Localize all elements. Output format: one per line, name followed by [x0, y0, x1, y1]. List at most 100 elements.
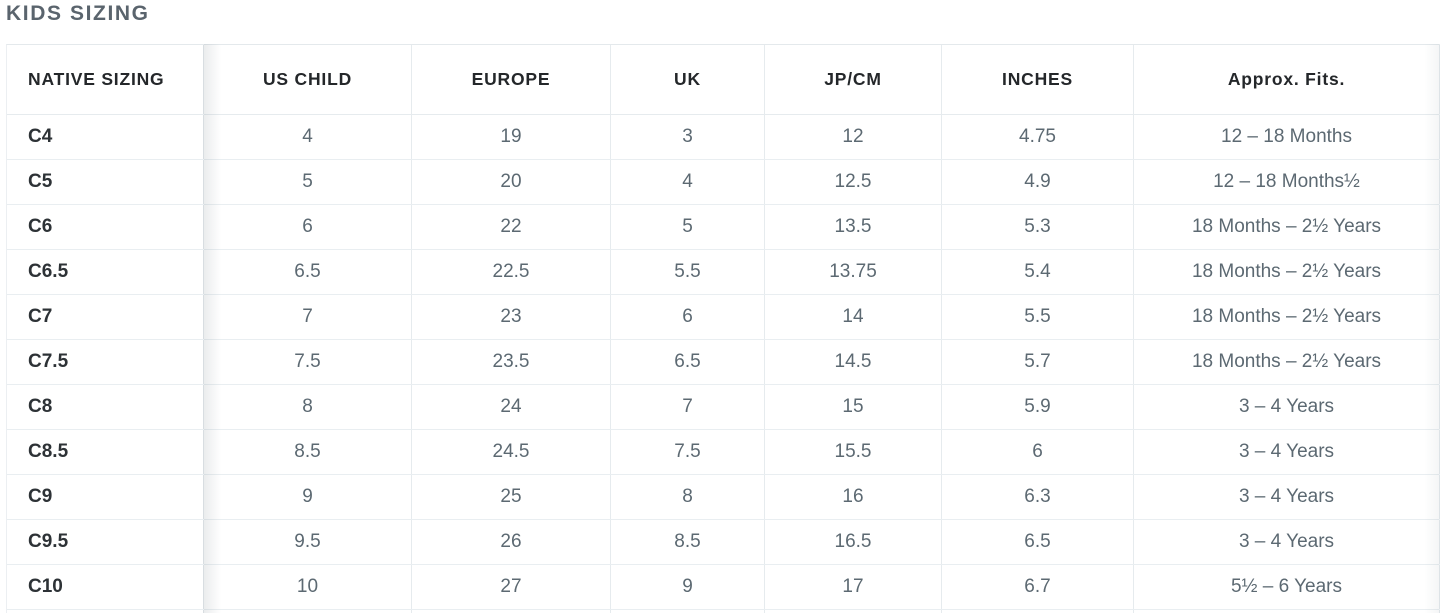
column-header-inches: INCHES — [942, 45, 1134, 114]
cell-inches: 5.3 — [942, 205, 1134, 249]
cell-empty — [7, 610, 204, 613]
row-native-size: C9.5 — [7, 520, 204, 564]
cell-europe: 23.5 — [412, 340, 611, 384]
table-row: C9.5 9.5 26 8.5 16.5 6.5 3 – 4 Years — [7, 520, 1440, 565]
cell-jp_cm: 12.5 — [765, 160, 942, 204]
cell-uk: 5 — [611, 205, 765, 249]
table-body: C4 4 19 3 12 4.75 12 – 18 Months C5 5 20 4 12.5 4.9 1… — [7, 115, 1440, 613]
row-native-size: C4 — [7, 115, 204, 159]
cell-us_child: 9 — [204, 475, 412, 519]
cell-us_child: 10 — [204, 565, 412, 609]
table-row: C6.5 6.5 22.5 5.5 13.75 5.4 18 Months – 2½ Yea… — [7, 250, 1440, 295]
cell-uk: 6.5 — [611, 340, 765, 384]
cell-us_child: 6 — [204, 205, 412, 249]
cell-empty — [1134, 610, 1440, 613]
cell-inches: 5.9 — [942, 385, 1134, 429]
cell-us_child: 8 — [204, 385, 412, 429]
cell-us_child: 6.5 — [204, 250, 412, 294]
cell-inches: 4.9 — [942, 160, 1134, 204]
cell-europe: 27 — [412, 565, 611, 609]
row-native-size: C8.5 — [7, 430, 204, 474]
cell-jp_cm: 12 — [765, 115, 942, 159]
cell-europe: 20 — [412, 160, 611, 204]
row-native-size: C9 — [7, 475, 204, 519]
cell-jp_cm: 15.5 — [765, 430, 942, 474]
row-native-size: C10 — [7, 565, 204, 609]
cell-uk: 6 — [611, 295, 765, 339]
cell-europe: 22.5 — [412, 250, 611, 294]
column-header-us_child: US CHILD — [204, 45, 412, 114]
cell-approx_fits: 18 Months – 2½ Years — [1134, 340, 1440, 384]
cell-empty — [942, 610, 1134, 613]
table-row: C10 10 27 9 17 6.7 5½ – 6 Years — [7, 565, 1440, 610]
row-native-size: C7.5 — [7, 340, 204, 384]
cell-europe: 24.5 — [412, 430, 611, 474]
kids-sizing-table: NATIVE SIZING US CHILD EUROPE UK JP/CM INCHES… — [6, 44, 1440, 613]
table-row-partial — [7, 610, 1440, 613]
cell-uk: 5.5 — [611, 250, 765, 294]
cell-empty — [412, 610, 611, 613]
column-header-uk: UK — [611, 45, 765, 114]
cell-approx_fits: 5½ – 6 Years — [1134, 565, 1440, 609]
cell-jp_cm: 14 — [765, 295, 942, 339]
cell-empty — [765, 610, 942, 613]
row-native-size: C6 — [7, 205, 204, 249]
cell-uk: 4 — [611, 160, 765, 204]
cell-jp_cm: 15 — [765, 385, 942, 429]
row-native-size: C6.5 — [7, 250, 204, 294]
cell-empty — [204, 610, 412, 613]
row-native-size: C7 — [7, 295, 204, 339]
cell-jp_cm: 13.5 — [765, 205, 942, 249]
cell-inches: 5.4 — [942, 250, 1134, 294]
table-row: C7.5 7.5 23.5 6.5 14.5 5.7 18 Months – 2½ Year… — [7, 340, 1440, 385]
cell-approx_fits: 3 – 4 Years — [1134, 475, 1440, 519]
column-header-native_sizing: NATIVE SIZING — [7, 45, 204, 114]
table-row: C8 8 24 7 15 5.9 3 – 4 Years — [7, 385, 1440, 430]
page-title: KIDS SIZING — [6, 2, 150, 25]
cell-inches: 6.3 — [942, 475, 1134, 519]
cell-inches: 6 — [942, 430, 1134, 474]
cell-approx_fits: 18 Months – 2½ Years — [1134, 205, 1440, 249]
cell-uk: 9 — [611, 565, 765, 609]
row-native-size: C5 — [7, 160, 204, 204]
cell-jp_cm: 16.5 — [765, 520, 942, 564]
table-row: C6 6 22 5 13.5 5.3 18 Months – 2½ Years — [7, 205, 1440, 250]
table-row: C4 4 19 3 12 4.75 12 – 18 Months — [7, 115, 1440, 160]
column-header-europe: EUROPE — [412, 45, 611, 114]
cell-us_child: 7.5 — [204, 340, 412, 384]
cell-inches: 6.5 — [942, 520, 1134, 564]
cell-europe: 25 — [412, 475, 611, 519]
cell-empty — [611, 610, 765, 613]
table-row: C8.5 8.5 24.5 7.5 15.5 6 3 – 4 Years — [7, 430, 1440, 475]
table-row: C5 5 20 4 12.5 4.9 12 – 18 Months½ — [7, 160, 1440, 205]
cell-approx_fits: 12 – 18 Months — [1134, 115, 1440, 159]
cell-approx_fits: 12 – 18 Months½ — [1134, 160, 1440, 204]
row-native-size: C8 — [7, 385, 204, 429]
cell-europe: 22 — [412, 205, 611, 249]
cell-uk: 3 — [611, 115, 765, 159]
cell-us_child: 4 — [204, 115, 412, 159]
cell-approx_fits: 3 – 4 Years — [1134, 430, 1440, 474]
cell-europe: 24 — [412, 385, 611, 429]
cell-europe: 26 — [412, 520, 611, 564]
cell-approx_fits: 3 – 4 Years — [1134, 520, 1440, 564]
cell-jp_cm: 13.75 — [765, 250, 942, 294]
cell-approx_fits: 18 Months – 2½ Years — [1134, 295, 1440, 339]
column-header-approx_fits: Approx. Fits. — [1134, 45, 1440, 114]
cell-europe: 23 — [412, 295, 611, 339]
cell-approx_fits: 3 – 4 Years — [1134, 385, 1440, 429]
cell-approx_fits: 18 Months – 2½ Years — [1134, 250, 1440, 294]
table-row: C9 9 25 8 16 6.3 3 – 4 Years — [7, 475, 1440, 520]
table-header-row: NATIVE SIZING US CHILD EUROPE UK JP/CM INCHES… — [7, 45, 1440, 115]
cell-us_child: 8.5 — [204, 430, 412, 474]
cell-europe: 19 — [412, 115, 611, 159]
cell-uk: 8.5 — [611, 520, 765, 564]
cell-us_child: 7 — [204, 295, 412, 339]
cell-us_child: 5 — [204, 160, 412, 204]
cell-uk: 8 — [611, 475, 765, 519]
cell-inches: 6.7 — [942, 565, 1134, 609]
cell-jp_cm: 17 — [765, 565, 942, 609]
cell-uk: 7 — [611, 385, 765, 429]
table-row: C7 7 23 6 14 5.5 18 Months – 2½ Years — [7, 295, 1440, 340]
